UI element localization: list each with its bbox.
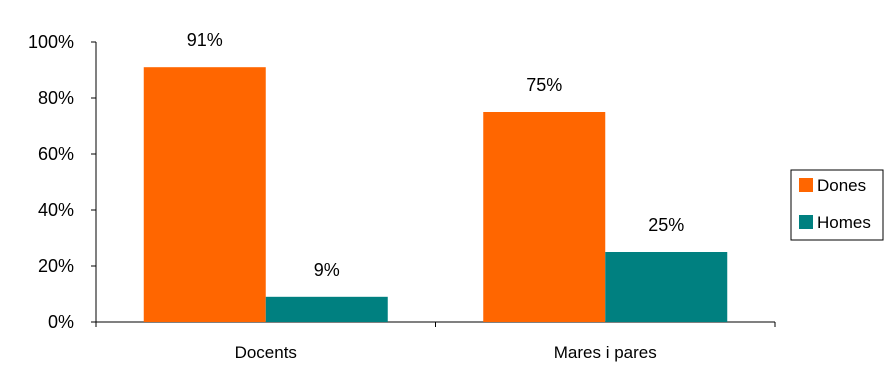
y-tick-label: 20% <box>38 256 74 276</box>
data-label: 91% <box>187 30 223 50</box>
data-label: 75% <box>526 75 562 95</box>
legend-label: Dones <box>817 176 866 195</box>
x-axis: Docents Mares i pares <box>95 321 776 362</box>
data-label: 9% <box>314 260 340 280</box>
y-axis: 0% 20% 40% 60% 80% 100% <box>28 32 97 332</box>
legend-swatch-homes <box>799 215 813 229</box>
legend-swatch-dones <box>799 178 813 192</box>
bar-dones-0 <box>143 67 266 322</box>
x-tick-label: Mares i pares <box>554 343 657 362</box>
data-labels: 91% 9% 75% 25% <box>187 30 685 280</box>
data-label: 25% <box>648 215 684 235</box>
y-tick-label: 60% <box>38 144 74 164</box>
legend: Dones Homes <box>790 169 884 241</box>
y-tick-label: 80% <box>38 88 74 108</box>
bar-homes-0 <box>265 296 388 322</box>
y-tick-label: 40% <box>38 200 74 220</box>
y-tick-label: 0% <box>48 312 74 332</box>
bar-dones-1 <box>483 112 606 322</box>
legend-label: Homes <box>817 213 871 232</box>
x-tick-label: Docents <box>235 343 297 362</box>
y-tick-label: 100% <box>28 32 74 52</box>
bars <box>143 67 728 322</box>
bar-homes-1 <box>605 252 728 322</box>
